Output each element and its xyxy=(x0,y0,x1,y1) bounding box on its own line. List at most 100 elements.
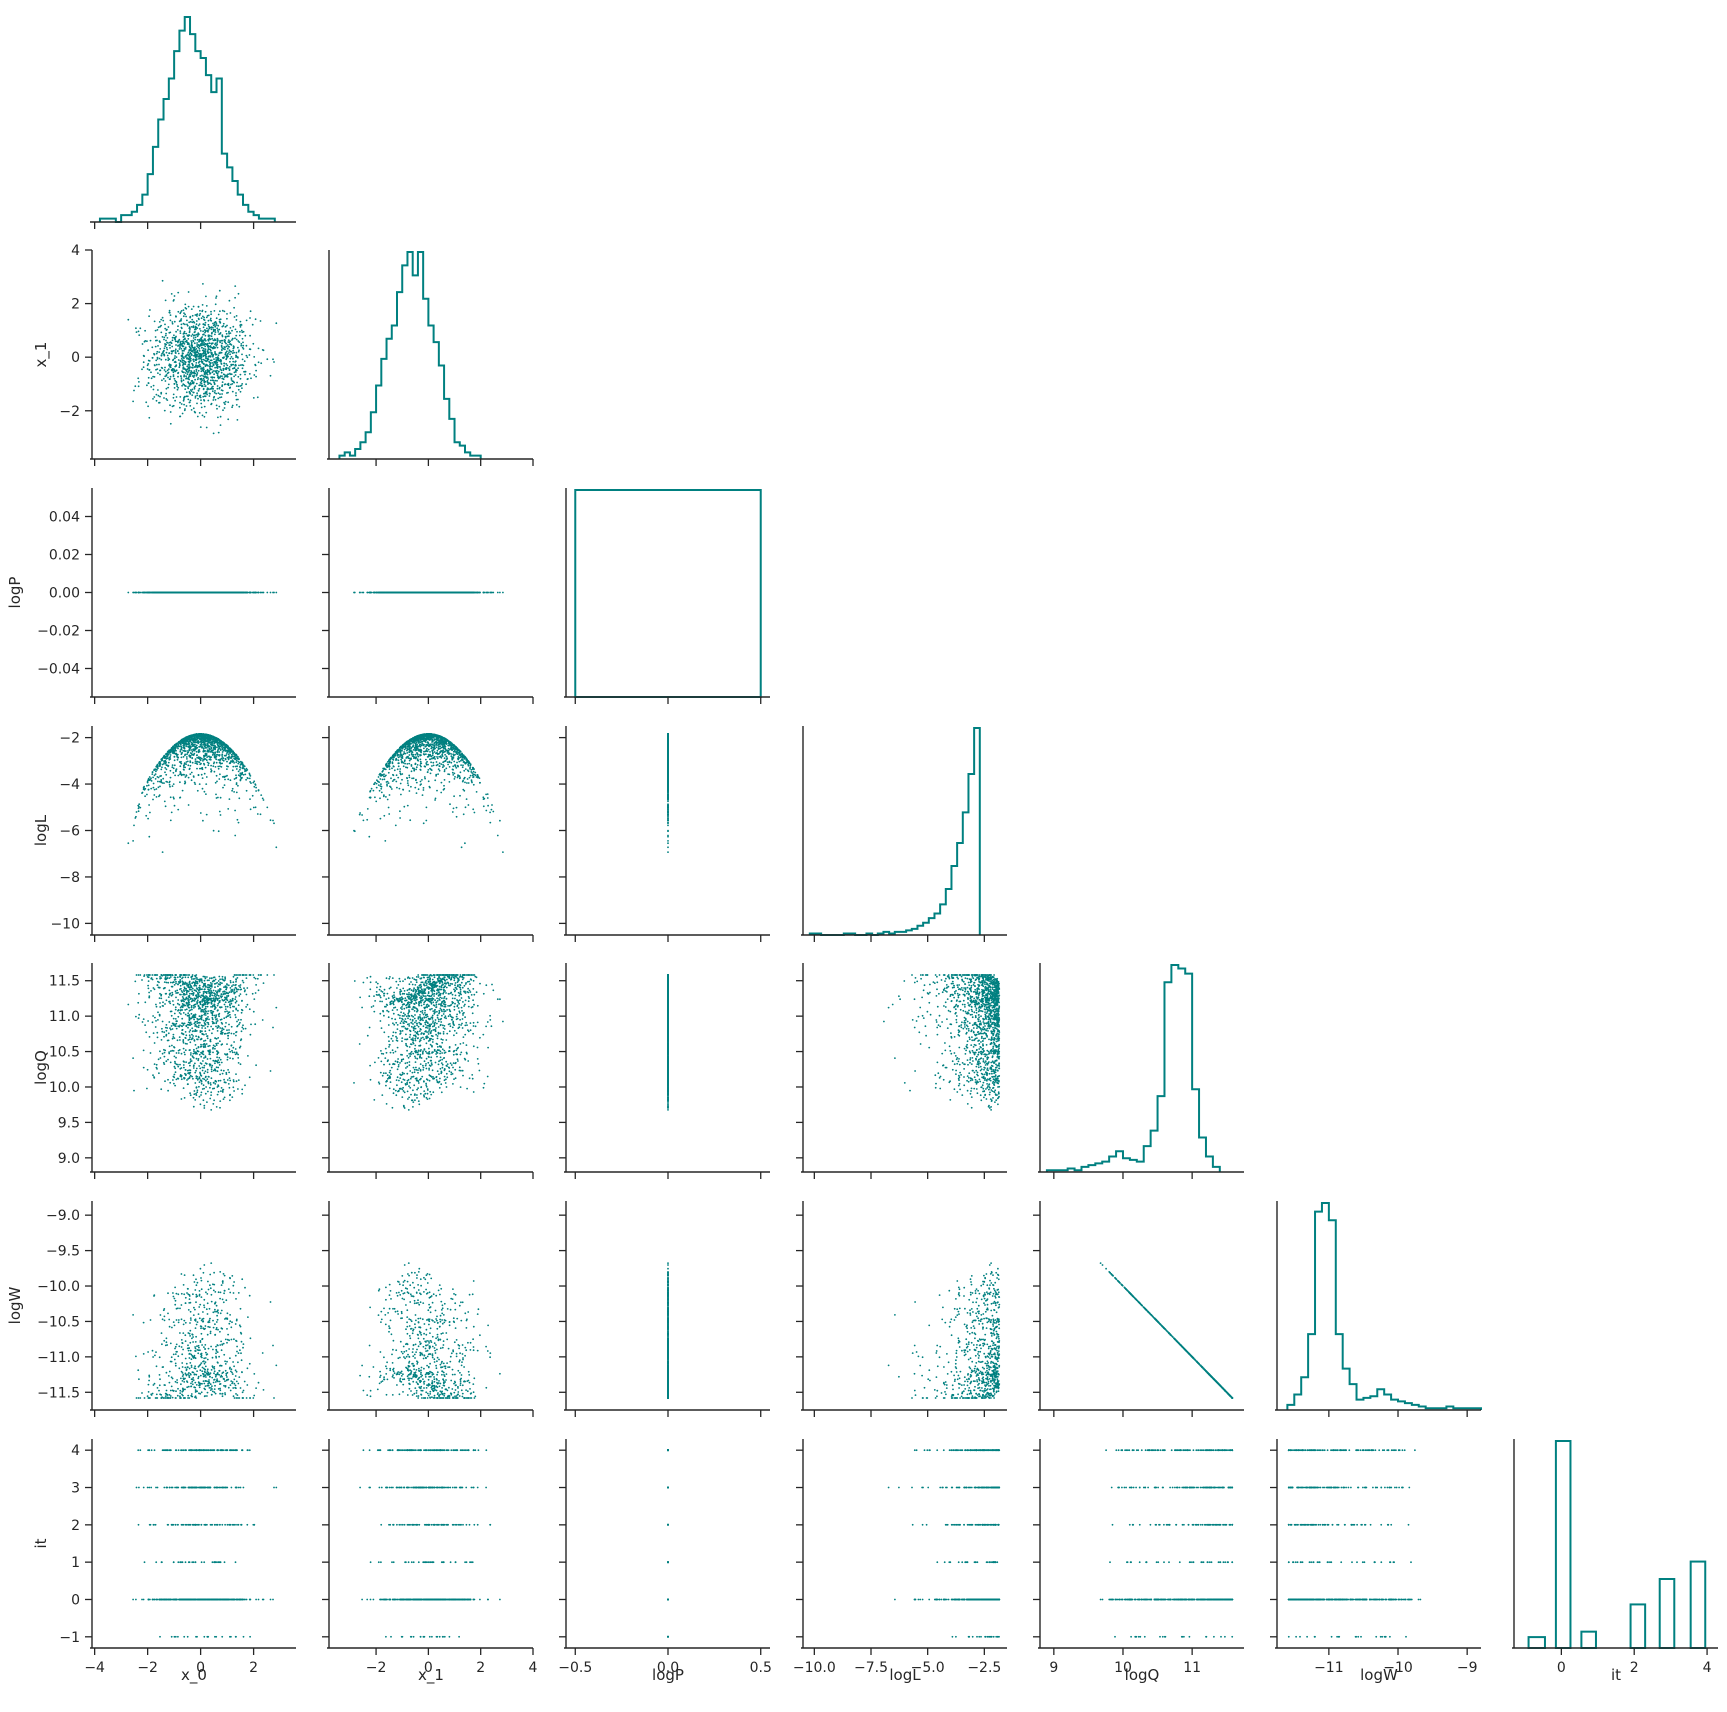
scatter-point xyxy=(391,592,393,594)
scatter-point xyxy=(212,386,214,388)
scatter-point xyxy=(464,592,466,594)
scatter-point xyxy=(455,592,457,594)
scatter-point xyxy=(232,338,234,340)
scatter-point xyxy=(206,394,208,396)
scatter-point xyxy=(230,365,232,367)
scatter-point xyxy=(235,370,237,372)
scatter-point xyxy=(207,388,209,390)
scatter-point xyxy=(190,340,192,342)
scatter-point xyxy=(202,396,204,398)
scatter-point xyxy=(194,329,196,331)
scatter-panel-logP-vs-x_0 xyxy=(127,592,277,594)
scatter-point xyxy=(225,352,227,354)
scatter-point xyxy=(235,392,237,394)
scatter-point xyxy=(225,337,227,339)
scatter-point xyxy=(257,396,259,398)
scatter-point xyxy=(175,331,177,333)
scatter-point xyxy=(249,592,251,594)
scatter-point xyxy=(203,323,205,325)
scatter-point xyxy=(215,370,217,372)
scatter-point xyxy=(227,353,229,355)
scatter-point xyxy=(238,293,240,295)
scatter-point xyxy=(161,355,163,357)
scatter-point xyxy=(226,365,228,367)
scatter-point xyxy=(211,362,213,364)
scatter-point xyxy=(209,382,211,384)
scatter-point xyxy=(190,321,192,323)
scatter-point xyxy=(183,368,185,370)
scatter-point xyxy=(231,330,233,332)
scatter-point xyxy=(195,395,197,397)
scatter-point xyxy=(150,371,152,373)
scatter-point xyxy=(156,400,158,402)
scatter-point xyxy=(169,342,171,344)
scatter-point xyxy=(229,366,231,368)
scatter-point xyxy=(199,328,201,330)
scatter-point xyxy=(216,322,218,324)
scatter-point xyxy=(270,375,272,377)
scatter-point xyxy=(201,383,203,385)
scatter-point xyxy=(174,380,176,382)
scatter-point xyxy=(253,397,255,399)
scatter-point xyxy=(233,307,235,309)
scatter-point xyxy=(167,355,169,357)
scatter-point xyxy=(192,365,194,367)
scatter-point xyxy=(162,351,164,353)
scatter-point xyxy=(414,592,416,594)
scatter-point xyxy=(206,360,208,362)
scatter-point xyxy=(214,367,216,369)
scatter-point xyxy=(230,312,232,314)
scatter-point xyxy=(363,592,365,594)
scatter-point xyxy=(234,297,236,299)
scatter-point xyxy=(237,357,239,359)
scatter-point xyxy=(219,322,221,324)
scatter-point xyxy=(160,332,162,334)
scatter-point xyxy=(196,370,198,372)
scatter-point xyxy=(210,350,212,352)
scatter-point xyxy=(208,328,210,330)
scatter-point xyxy=(195,355,197,357)
scatter-point xyxy=(253,374,255,376)
scatter-point xyxy=(166,374,168,376)
scatter-point xyxy=(232,380,234,382)
scatter-point xyxy=(157,372,159,374)
scatter-point xyxy=(196,395,198,397)
scatter-point xyxy=(218,366,220,368)
scatter-point xyxy=(147,364,149,366)
scatter-point xyxy=(185,362,187,364)
scatter-point xyxy=(170,314,172,316)
scatter-point xyxy=(214,392,216,394)
scatter-point xyxy=(202,415,204,417)
scatter-point xyxy=(182,413,184,415)
scatter-point xyxy=(185,316,187,318)
scatter-point xyxy=(220,363,222,365)
scatter-point xyxy=(240,321,242,323)
scatter-point xyxy=(258,592,260,594)
scatter-point xyxy=(170,376,172,378)
scatter-point xyxy=(191,354,193,356)
scatter-point xyxy=(182,359,184,361)
scatter-point xyxy=(206,364,208,366)
scatter-point xyxy=(185,308,187,310)
scatter-point xyxy=(191,308,193,310)
scatter-point xyxy=(213,340,215,342)
scatter-point xyxy=(164,369,166,371)
scatter-point xyxy=(194,372,196,374)
scatter-point xyxy=(174,357,176,359)
scatter-point xyxy=(236,382,238,384)
scatter-point xyxy=(217,359,219,361)
scatter-point xyxy=(177,342,179,344)
scatter-point xyxy=(400,592,402,594)
scatter-point xyxy=(222,336,224,338)
scatter-point xyxy=(194,385,196,387)
scatter-point xyxy=(210,313,212,315)
scatter-point xyxy=(183,309,185,311)
scatter-point xyxy=(168,352,170,354)
scatter-point xyxy=(220,361,222,363)
scatter-point xyxy=(186,320,188,322)
scatter-point xyxy=(132,592,134,594)
scatter-point xyxy=(187,335,189,337)
scatter-point xyxy=(221,342,223,344)
scatter-point xyxy=(213,397,215,399)
scatter-point xyxy=(214,329,216,331)
